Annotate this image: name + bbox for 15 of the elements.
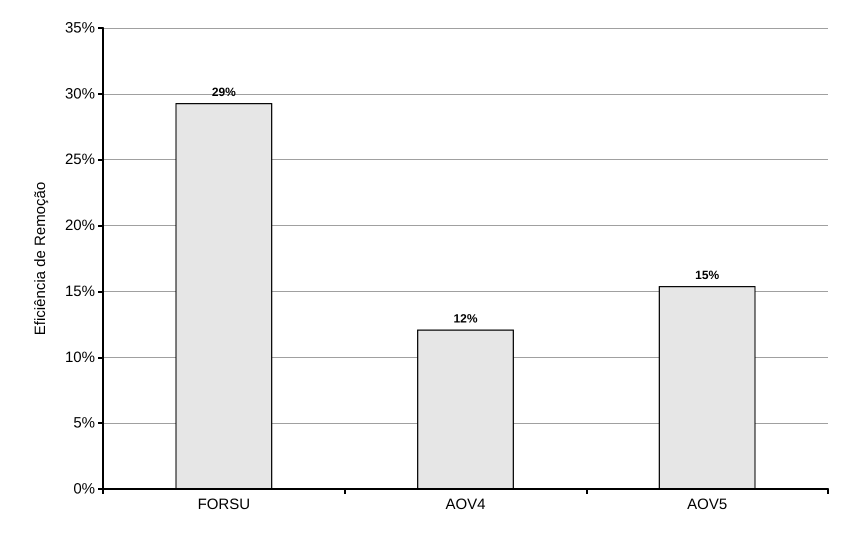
y-tick-label: 15% [64,282,95,300]
x-tick-label: AOV4 [445,496,486,513]
y-tick-label: 35% [64,20,95,36]
x-tick-label: FORSU [198,496,250,513]
data-label: 12% [453,312,478,326]
y-tick-label: 0% [73,480,95,498]
data-label: 29% [212,85,236,100]
x-tick-label: AOV5 [687,496,728,513]
y-tick-label: 20% [64,217,95,234]
y-tick-label: 25% [64,151,95,168]
y-tick-label: 5% [73,414,95,432]
y-axis-title: Eficiência de Remoção [32,182,49,336]
y-tick-label: 30% [64,85,95,102]
data-label: 15% [695,268,720,282]
y-tick-label: 10% [64,348,95,366]
